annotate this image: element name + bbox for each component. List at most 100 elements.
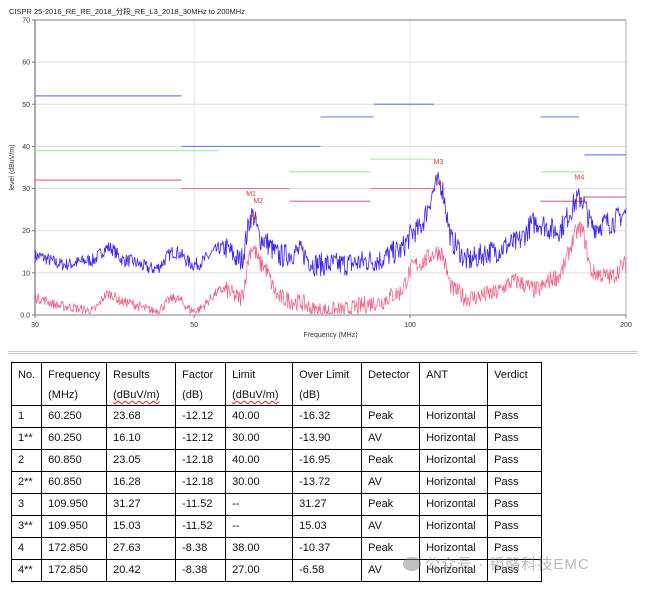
cell-limit: 27.00 (225, 559, 294, 582)
x-tick-label: 100 (404, 322, 416, 329)
marker-label: M4 (575, 175, 585, 182)
cell-factor: -12.18 (175, 471, 227, 494)
trace-line (34, 221, 627, 315)
cell-no: 2** (10, 471, 43, 494)
x-tick-label: 200 (620, 322, 632, 329)
header-over-limit: Over Limit (dB) (292, 362, 363, 406)
cell-ant: Horizontal (419, 405, 489, 428)
x-tick-label: 50 (190, 322, 198, 329)
cell-over-limit: -6.58 (292, 559, 363, 582)
cell-results: 23.05 (106, 449, 177, 472)
results-table: No. Frequency (MHz) Results (dBuV/m) Facto… (10, 362, 543, 582)
table-row: 2 60.850 23.05 -12.18 40.00 -16.95 Peak Horizon… (10, 449, 543, 472)
cell-no: 3** (10, 515, 43, 538)
marker-label: M3 (434, 159, 444, 166)
cell-verdict: Pass (487, 427, 543, 450)
cell-detector: AV (361, 471, 421, 494)
header-no: No. (10, 362, 43, 406)
cell-factor: -11.52 (175, 515, 227, 538)
cell-verdict: Pass (487, 449, 543, 472)
cell-limit: -- (225, 493, 294, 516)
cell-results: 16.10 (106, 427, 177, 450)
chart-title: CISPR 25-2016_RE_RE_2018_分段_RE_L3_2018_3… (9, 7, 245, 16)
cell-ant: Horizontal (419, 515, 489, 538)
wechat-icon (403, 557, 421, 571)
emission-chart: CISPR 25-2016_RE_RE_2018_分段_RE_L3_2018_3… (9, 7, 632, 339)
cell-no: 4 (10, 537, 43, 560)
cell-results: 27.63 (106, 537, 177, 560)
cell-results: 20.42 (106, 559, 177, 582)
y-tick-label: 0.0 (20, 313, 30, 320)
cell-frequency: 172.850 (41, 537, 108, 560)
cell-no: 4** (10, 559, 43, 582)
cell-over-limit: 31.27 (292, 493, 363, 516)
cell-ant: Horizontal (419, 427, 489, 450)
cell-over-limit: -16.32 (292, 405, 363, 428)
cell-over-limit: -10.37 (292, 537, 363, 560)
cell-factor: -8.38 (175, 559, 227, 582)
marker-dot (253, 216, 257, 220)
marker-dot (438, 181, 442, 185)
y-tick-label: 30 (22, 186, 30, 193)
table-row: 3** 109.950 15.03 -11.52 -- 15.03 AV Horizontal… (10, 515, 543, 538)
cell-factor: -12.12 (175, 405, 227, 428)
cell-detector: Peak (361, 449, 421, 472)
cell-verdict: Pass (487, 515, 543, 538)
trace-line (34, 171, 627, 277)
cell-over-limit: -13.90 (292, 427, 363, 450)
x-tick-label: 30 (31, 322, 39, 329)
marker-label: M1 (246, 191, 256, 198)
cell-results: 23.68 (106, 405, 177, 428)
header-limit: Limit (dBuV/m) (225, 362, 294, 406)
table-row: 1 60.250 23.68 -12.12 40.00 -16.32 Peak Horizon… (10, 405, 543, 428)
table-header-row: No. Frequency (MHz) Results (dBuV/m) Facto… (10, 362, 543, 406)
cell-ant: Horizontal (419, 559, 489, 582)
y-tick-label: 40 (22, 144, 30, 151)
cell-results: 15.03 (106, 515, 177, 538)
cell-frequency: 109.950 (41, 515, 108, 538)
marker-dot (578, 196, 583, 201)
x-axis-label: Frequency (MHz) (303, 332, 357, 339)
table-row: 1** 60.250 16.10 -12.12 30.00 -13.90 AV Horizon… (10, 427, 543, 450)
cell-detector: AV (361, 515, 421, 538)
watermark: 公众号 · 韬略科技EMC (403, 553, 590, 574)
cell-limit: 30.00 (225, 471, 294, 494)
cell-factor: -11.52 (175, 493, 227, 516)
cell-factor: -12.12 (175, 427, 227, 450)
cell-ant: Horizontal (419, 449, 489, 472)
cell-over-limit: 15.03 (292, 515, 363, 538)
header-verdict: Verdict (487, 362, 543, 406)
cell-limit: 40.00 (225, 405, 294, 428)
cell-detector: Peak (361, 493, 421, 516)
table-row: 2** 60.850 16.28 -12.18 30.00 -13.72 AV Horizon… (10, 471, 543, 494)
header-ant: ANT (419, 362, 489, 406)
cell-detector: AV (361, 427, 421, 450)
y-tick-label: 70 (22, 18, 30, 25)
cell-no: 1 (10, 405, 43, 428)
y-tick-label: 50 (22, 102, 30, 109)
cell-frequency: 172.850 (41, 559, 108, 582)
cell-frequency: 109.950 (41, 493, 108, 516)
cell-results: 16.28 (106, 471, 177, 494)
cell-verdict: Pass (487, 493, 543, 516)
section-divider (8, 351, 638, 354)
cell-frequency: 60.250 (41, 405, 108, 428)
header-frequency: Frequency (MHz) (41, 362, 108, 406)
y-tick-label: 10 (22, 270, 30, 277)
cell-ant: Horizontal (419, 471, 489, 494)
y-tick-label: 20 (22, 228, 30, 235)
marker-dot (250, 213, 254, 217)
cell-no: 2 (10, 449, 43, 472)
cell-over-limit: -13.72 (292, 471, 363, 494)
marker-label: M2 (253, 198, 263, 205)
cell-factor: -12.18 (175, 449, 227, 472)
header-results: Results (dBuV/m) (106, 362, 177, 406)
cell-verdict: Pass (487, 559, 543, 582)
cell-limit: 30.00 (225, 427, 294, 450)
cell-detector: Peak (361, 405, 421, 428)
cell-verdict: Pass (487, 405, 543, 428)
cell-verdict: Pass (487, 537, 543, 560)
header-detector: Detector (361, 362, 421, 406)
cell-no: 1** (10, 427, 43, 450)
cell-limit: -- (225, 515, 294, 538)
